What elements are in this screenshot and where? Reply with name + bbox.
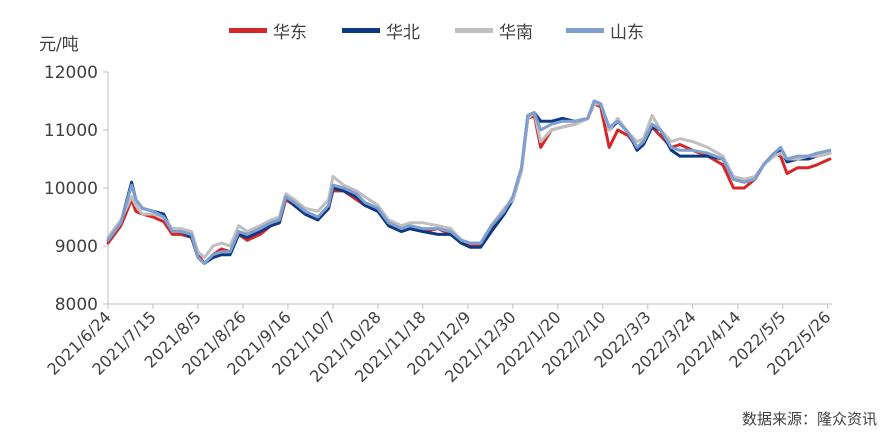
legend-label-huanan: 华南 xyxy=(499,22,533,43)
legend-item-huanan: 华南 xyxy=(455,17,533,43)
series-line-huanan xyxy=(106,102,832,260)
series-line-huadong xyxy=(106,102,832,265)
series-line-shandong xyxy=(106,99,832,265)
source-note: 数据来源：隆众资讯 xyxy=(741,410,877,428)
y-axis-unit-label: 元/吨 xyxy=(39,35,79,55)
legend-swatch-shandong xyxy=(566,27,604,33)
legend-label-huadong: 华东 xyxy=(273,22,307,43)
y-tick-label: 9000 xyxy=(55,237,98,257)
legend-label-huabei: 华北 xyxy=(386,22,420,43)
y-tick-label: 11000 xyxy=(44,121,98,141)
series-line-huabei xyxy=(106,99,832,265)
legend-swatch-huadong xyxy=(229,27,267,33)
legend-swatch-huabei xyxy=(342,27,380,33)
y-tick-label: 12000 xyxy=(44,63,98,83)
legend-item-huabei: 华北 xyxy=(342,17,420,43)
chart-legend: 华东 华北 华南 山东 xyxy=(0,17,895,43)
y-tick-label: 10000 xyxy=(44,179,98,199)
legend-item-shandong: 山东 xyxy=(566,17,644,43)
legend-label-shandong: 山东 xyxy=(610,22,644,43)
y-tick-label: 8000 xyxy=(55,295,98,315)
legend-swatch-huanan xyxy=(455,27,493,33)
legend-item-huadong: 华东 xyxy=(229,17,307,43)
